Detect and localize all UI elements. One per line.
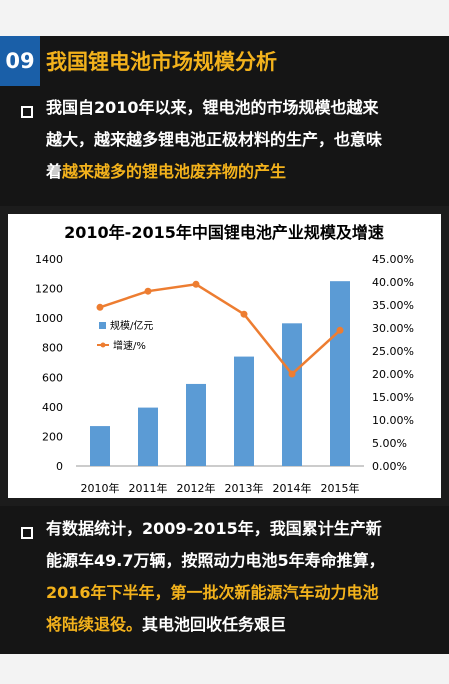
intro-paragraph: 我国自2010年以来，锂电池的市场规模也越来 越大，越来越多锂电池正极材料的生产… [46,92,382,188]
y-right-tick-label: 35.00% [372,299,414,312]
x-tick-label: 2015年 [321,481,360,495]
growth-point-2012年 [192,280,200,288]
y-right-tick-label: 0.00% [372,460,407,473]
intro-line-3-prefix: 着 [46,162,63,181]
y-left-tick-label: 200 [42,430,63,443]
x-tick-label: 2013年 [225,481,264,495]
legend-line-label: 增速/% [113,339,146,352]
y-left-tick-label: 0 [56,460,63,473]
chart-card [8,214,441,498]
y-left-tick-label: 800 [42,342,63,355]
growth-point-2015年 [336,326,344,334]
bar-2013年 [234,356,254,466]
y-right-tick-label: 30.00% [372,322,414,335]
growth-point-2014年 [288,370,296,378]
y-right-tick-label: 15.00% [372,391,414,404]
intro-line-2: 越大，越来越多锂电池正极材料的生产，也意味 [46,130,383,149]
outro-highlight-line-1: 2016年下半年，第一批次新能源汽车动力电池 [46,583,379,602]
bar-2014年 [282,323,302,466]
bar-2010年 [90,426,110,466]
y-right-tick-label: 45.00% [372,253,414,266]
outro-section [0,506,449,654]
outro-line-4: 将陆续退役。其电池回收任务艰巨 [46,609,385,641]
y-left-tick-label: 400 [42,401,63,414]
x-tick-label: 2014年 [273,481,312,495]
y-left-tick-label: 1400 [35,253,63,266]
outro-line-2: 能源车49.7万辆，按照动力电池5年寿命推算， [46,551,385,570]
outro-tail: 其电池回收任务艰巨 [142,615,287,634]
legend-bar-label: 规模/亿元 [110,319,153,332]
x-tick-label: 2010年 [81,481,120,495]
bar-2012年 [186,383,206,466]
intro-line-3: 着越来越多的锂电池废弃物的产生 [46,156,382,188]
legend-bar-swatch [99,322,106,329]
y-right-tick-label: 20.00% [372,368,414,381]
section-title: 我国锂电池市场规模分析 [46,50,277,74]
bar-2015年 [330,281,350,466]
growth-line [99,282,341,376]
growth-point-2011年 [144,287,152,295]
outro-line-1: 有数据统计，2009-2015年，我国累计生产新 [46,519,382,538]
x-tick-label: 2011年 [129,481,168,495]
legend-line-marker [100,342,106,348]
intro-section [0,86,449,206]
bottom-strip [0,654,449,684]
section-number-badge: 09 [0,36,40,86]
outro-highlight-line-2: 将陆续退役。 [46,615,143,634]
y-right-tick-label: 25.00% [372,345,414,358]
y-right-tick-label: 10.00% [372,414,414,427]
intro-highlight: 越来越多的锂电池废弃物的产生 [62,162,287,181]
y-left-tick-label: 600 [42,371,63,384]
chart-title: 2010年-2015年中国锂电池产业规模及增速 [64,223,384,242]
bar-2011年 [138,407,158,466]
growth-point-2010年 [96,303,104,311]
intro-line-1: 我国自2010年以来，锂电池的市场规模也越来 [46,98,379,117]
growth-point-2013年 [240,310,248,318]
y-right-tick-label: 40.00% [372,276,414,289]
y-left-tick-label: 1000 [35,312,63,325]
outro-paragraph: 有数据统计，2009-2015年，我国累计生产新 能源车49.7万辆，按照动力电… [46,513,385,641]
section-header [0,36,449,86]
intro-bullet-icon [21,106,33,118]
growth-chart: 2010年-2015年中国锂电池产业规模及增速 0 200 400 600 800 1000… [8,214,441,498]
top-strip [0,0,449,36]
y-right-tick-label: 5.00% [372,437,407,450]
y-left-tick-label: 1200 [35,283,63,296]
outro-bullet-icon [21,527,33,539]
x-tick-label: 2012年 [177,481,216,495]
